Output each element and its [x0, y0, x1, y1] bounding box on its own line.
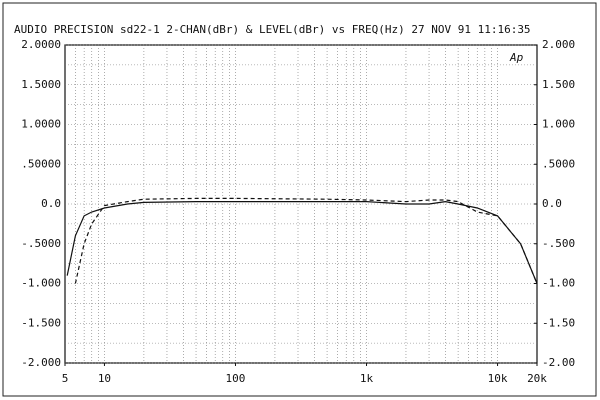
- x-tick-label: 100: [226, 372, 246, 385]
- y2-tick-label: 1.000: [542, 118, 575, 131]
- chart-title: AUDIO PRECISION sd22-1 2-CHAN(dBr) & LEV…: [14, 23, 531, 36]
- y-tick-label: -1.500: [21, 316, 61, 329]
- y2-tick-label: 1.500: [542, 78, 575, 91]
- y-tick-label: .50000: [21, 157, 61, 170]
- x-tick-label: 1k: [360, 372, 374, 385]
- y2-tick-label: 2.000: [542, 38, 575, 51]
- y2-tick-label: -1.50: [542, 316, 575, 329]
- logo: Ap: [509, 51, 524, 64]
- y2-tick-label: -2.00: [542, 356, 575, 369]
- y-tick-label: -1.000: [21, 277, 61, 290]
- y2-tick-label: -1.00: [542, 277, 575, 290]
- series-line: [66, 200, 538, 284]
- y-tick-label: -2.000: [21, 356, 61, 369]
- y-tick-label: 1.0000: [21, 118, 61, 131]
- y-tick-label: 0.0: [41, 197, 61, 210]
- x-tick-label: 5: [62, 372, 69, 385]
- y2-tick-label: .5000: [542, 157, 575, 170]
- x-tick-label: 20k: [527, 372, 547, 385]
- y-tick-label: -.5000: [21, 237, 61, 250]
- y2-tick-label: 0.0: [542, 197, 562, 210]
- frame: [2, 2, 597, 397]
- y-tick-label: 1.5000: [21, 78, 61, 91]
- x-tick-label: 10k: [488, 372, 508, 385]
- series-line: [74, 197, 538, 284]
- x-tick-label: 10: [98, 372, 111, 385]
- y-tick-label: 2.0000: [21, 38, 61, 51]
- y2-tick-label: -.500: [542, 237, 575, 250]
- plot-area: [64, 44, 538, 364]
